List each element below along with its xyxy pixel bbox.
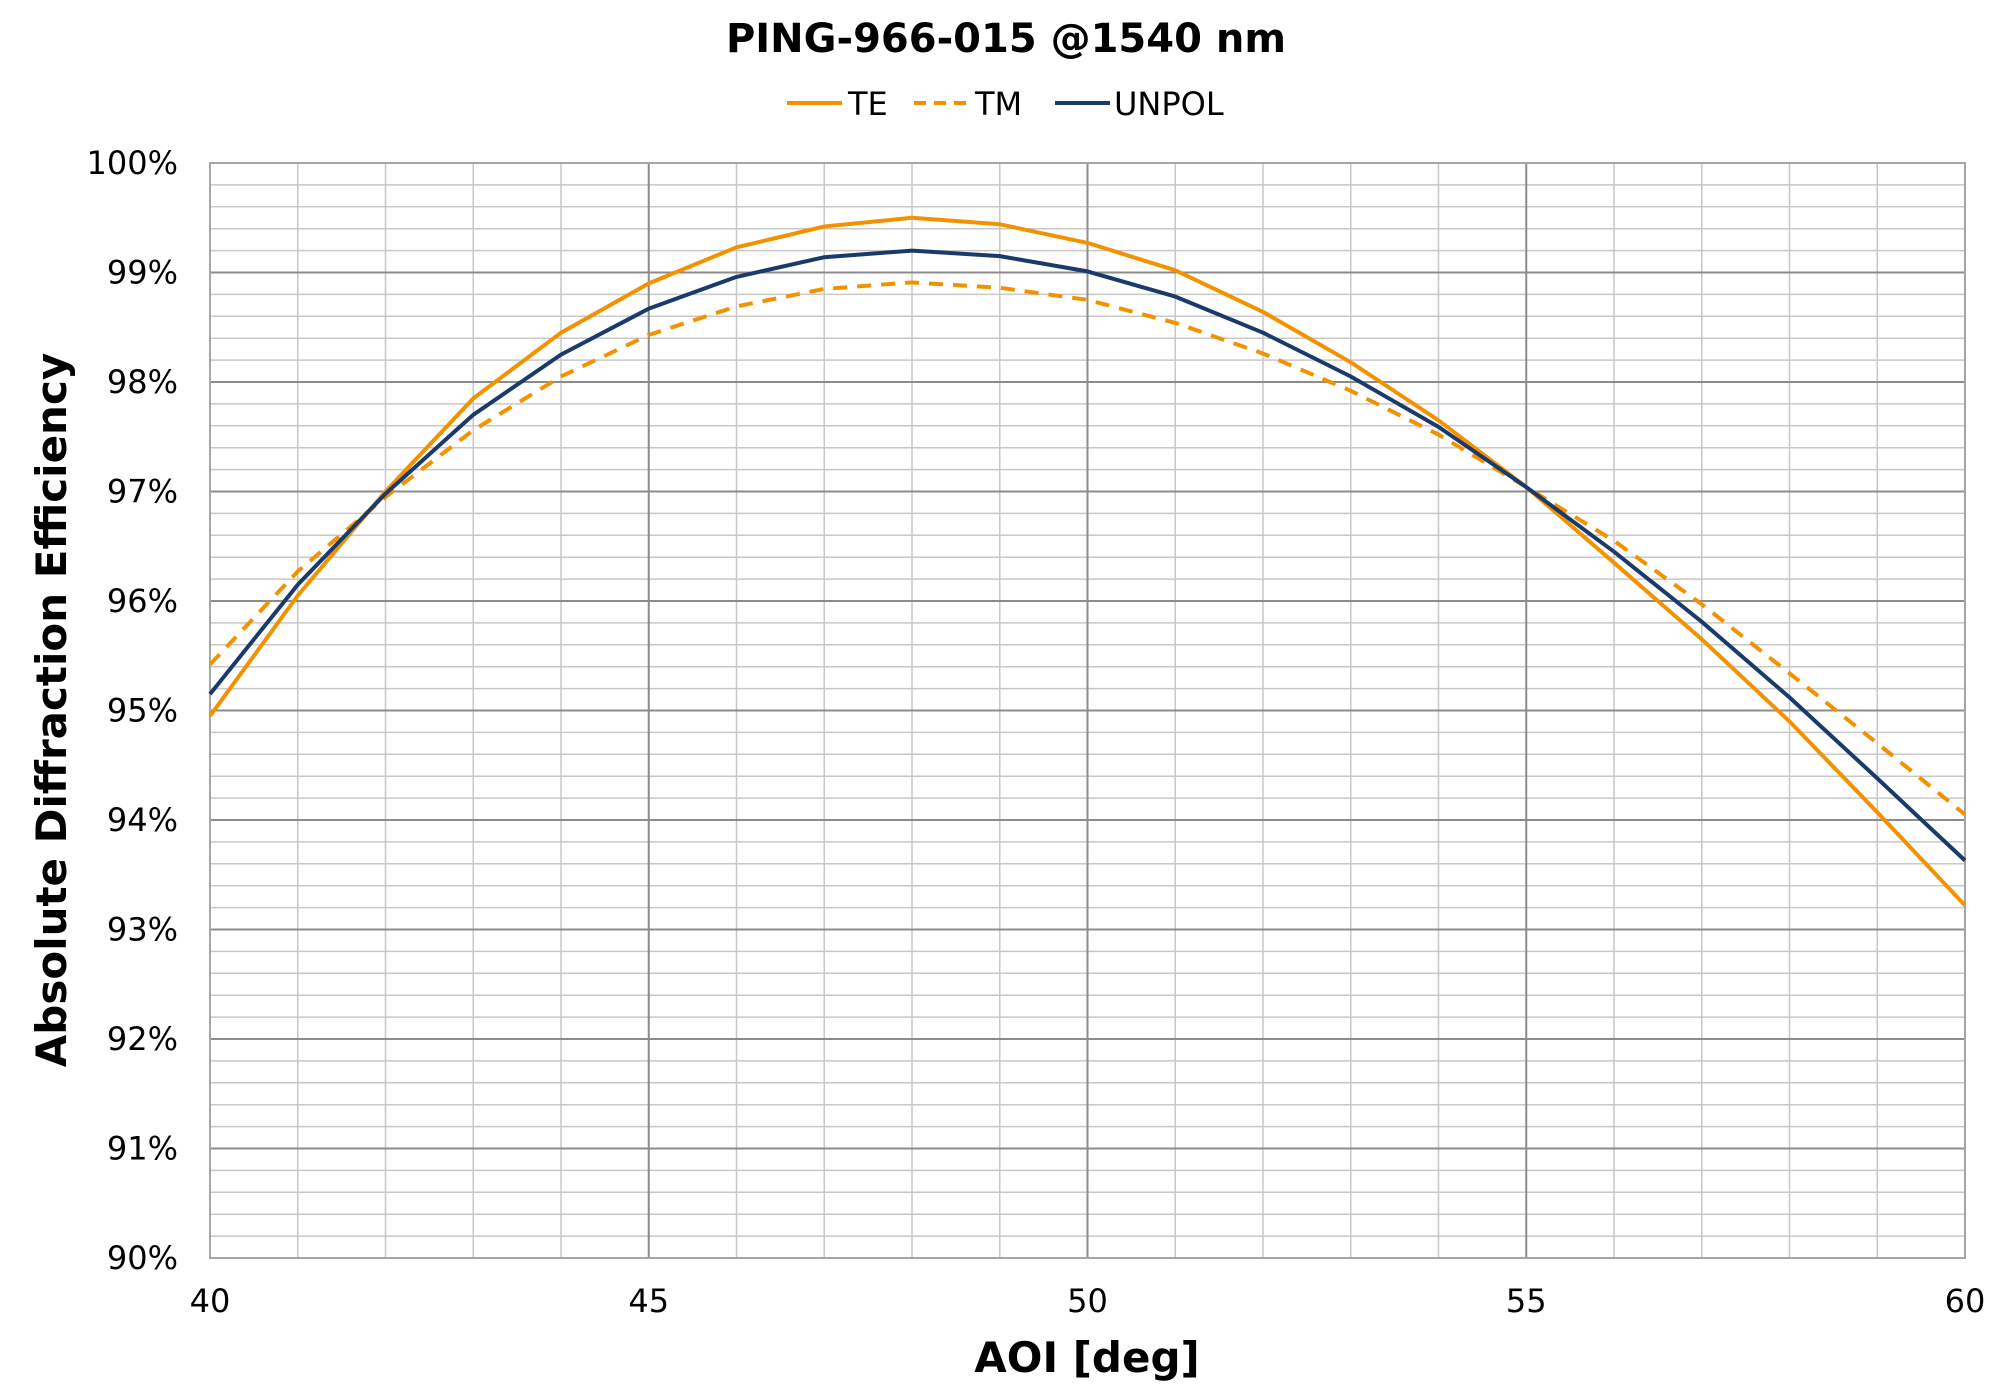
x-tick-label: 40 [190,1282,231,1320]
y-tick-label: 99% [107,254,178,292]
legend-label-unpol: UNPOL [1114,85,1224,123]
y-tick-label: 90% [107,1239,178,1277]
series-line-unpol [208,248,1967,862]
plot-area-frame [209,162,1966,1259]
y-tick-label: 93% [107,911,178,949]
x-tick-label: 55 [1506,1282,1547,1320]
y-tick-label: 92% [107,1020,178,1058]
y-tick-label: 94% [107,801,178,839]
legend: TE TM UNPOL [787,85,1224,123]
y-axis-title: Absolute Diffraction Efficiency [27,353,76,1067]
series-line-te [208,215,1967,907]
x-axis-title: AOI [deg] [974,1333,1199,1382]
y-tick-label: 96% [107,582,178,620]
y-tick-label: 100% [87,144,178,182]
y-tick-label: 98% [107,363,178,401]
legend-label-te: TE [847,85,888,123]
legend-label-tm: TM [974,85,1022,123]
x-axis-tick-labels: 40 45 50 55 60 [190,1282,1986,1320]
series-layer [208,215,1967,907]
y-tick-label: 95% [107,692,178,730]
x-tick-label: 50 [1067,1282,1108,1320]
x-tick-label: 45 [628,1282,669,1320]
chart-title: PING-966-015 @1540 nm [726,16,1286,62]
y-tick-label: 97% [107,473,178,511]
x-tick-label: 60 [1945,1282,1986,1320]
y-axis-tick-labels: 90% 91% 92% 93% 94% 95% 96% 97% 98% 99% 100% [87,144,178,1277]
y-tick-label: 91% [107,1130,178,1168]
series-line-tm [208,280,1967,817]
